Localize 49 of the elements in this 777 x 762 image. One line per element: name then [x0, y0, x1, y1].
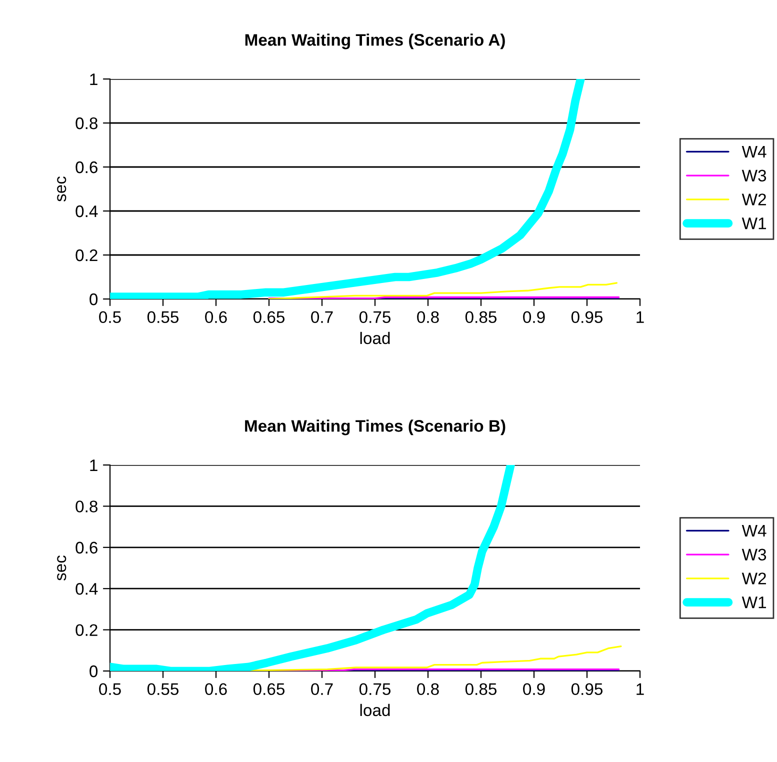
x-tick-label: 0.65 [253, 683, 285, 696]
y-tick-label: 0.8 [76, 500, 98, 512]
x-tick-label: 0.95 [571, 311, 603, 324]
legend-label: W2 [742, 194, 766, 206]
y-tick-label: 1 [90, 460, 98, 472]
y-tick-label: 0.2 [76, 249, 98, 262]
x-tick-label: 0.6 [205, 683, 227, 696]
legend-label: W4 [742, 525, 766, 537]
x-tick-label: 1 [636, 683, 644, 695]
y-tick-label: 0.2 [76, 624, 98, 636]
legend-label: W1 [742, 218, 766, 230]
x-axis-title: load [360, 704, 390, 716]
y-tick-label: 0 [90, 293, 98, 306]
y-tick-label: 1 [90, 74, 98, 86]
y-tick-label: 0.4 [76, 205, 98, 218]
legend-label: W2 [742, 572, 766, 584]
y-tick-label: 0.6 [76, 161, 98, 174]
chart-title: Mean Waiting Times (Scenario A) [245, 34, 505, 50]
x-tick-label: 0.8 [417, 683, 439, 696]
legend-label: W4 [742, 146, 766, 158]
x-tick-label: 0.9 [523, 683, 545, 696]
x-tick-label: 0.75 [359, 311, 391, 324]
legend-label: W3 [742, 548, 766, 561]
y-axis-title: sec [57, 176, 66, 202]
y-tick-label: 0.6 [76, 542, 98, 554]
x-tick-label: 0.8 [417, 311, 439, 324]
x-tick-label: 0.7 [311, 311, 333, 324]
x-tick-label: 0.85 [465, 683, 497, 696]
y-tick-label: 0 [90, 665, 98, 678]
x-axis-title: load [360, 332, 390, 344]
x-tick-label: 0.55 [147, 311, 179, 324]
y-tick-label: 0.8 [76, 117, 98, 130]
x-tick-label: 0.5 [99, 311, 121, 324]
x-tick-label: 0.5 [99, 683, 121, 696]
x-tick-label: 1 [636, 311, 644, 323]
legend-label: W1 [742, 596, 766, 608]
x-tick-label: 0.6 [205, 311, 227, 324]
x-tick-label: 0.85 [465, 311, 497, 324]
x-tick-label: 0.95 [571, 683, 603, 696]
legend-label: W3 [742, 170, 766, 182]
x-tick-label: 0.9 [523, 311, 545, 324]
line-series [268, 282, 618, 299]
x-tick-label: 0.65 [253, 311, 285, 324]
y-tick-label: 0.4 [76, 583, 98, 595]
chart-title: Mean Waiting Times (Scenario B) [245, 420, 506, 436]
y-axis-title: sec [57, 555, 66, 581]
x-tick-label: 0.75 [359, 683, 391, 696]
x-tick-label: 0.7 [311, 683, 333, 696]
x-tick-label: 0.55 [147, 683, 179, 696]
